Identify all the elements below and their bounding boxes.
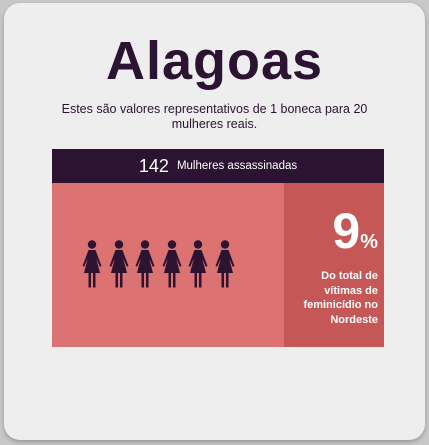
woman-figure-icon bbox=[82, 240, 102, 288]
percentage-description: Do total de vítimas de feminicídio no No… bbox=[303, 270, 378, 326]
percentage: 9% bbox=[332, 203, 378, 259]
percentage-value: 9 bbox=[332, 203, 361, 259]
woman-figure-icon bbox=[162, 240, 182, 288]
infographic-card: Alagoas Estes são valores representativo… bbox=[4, 3, 425, 440]
woman-figure-icon bbox=[215, 240, 235, 288]
header-bar: 142 Mulheres assassinadas bbox=[52, 149, 384, 183]
subtitle: Estes são valores representativos de 1 b… bbox=[61, 102, 368, 131]
page-title: Alagoas bbox=[105, 31, 324, 91]
percentage-symbol: % bbox=[360, 231, 378, 253]
figures-row bbox=[82, 240, 252, 288]
percentage-panel: 9% Do total de vítimas de feminicídio no… bbox=[284, 183, 384, 347]
victim-count: 142 bbox=[138, 155, 169, 176]
woman-figure-icon bbox=[135, 240, 155, 288]
figures-panel bbox=[52, 183, 284, 347]
woman-figure-icon bbox=[109, 240, 129, 288]
woman-figure-icon bbox=[241, 240, 252, 288]
woman-figure-icon bbox=[188, 240, 208, 288]
victim-count-label: Mulheres assassinadas bbox=[176, 160, 298, 172]
